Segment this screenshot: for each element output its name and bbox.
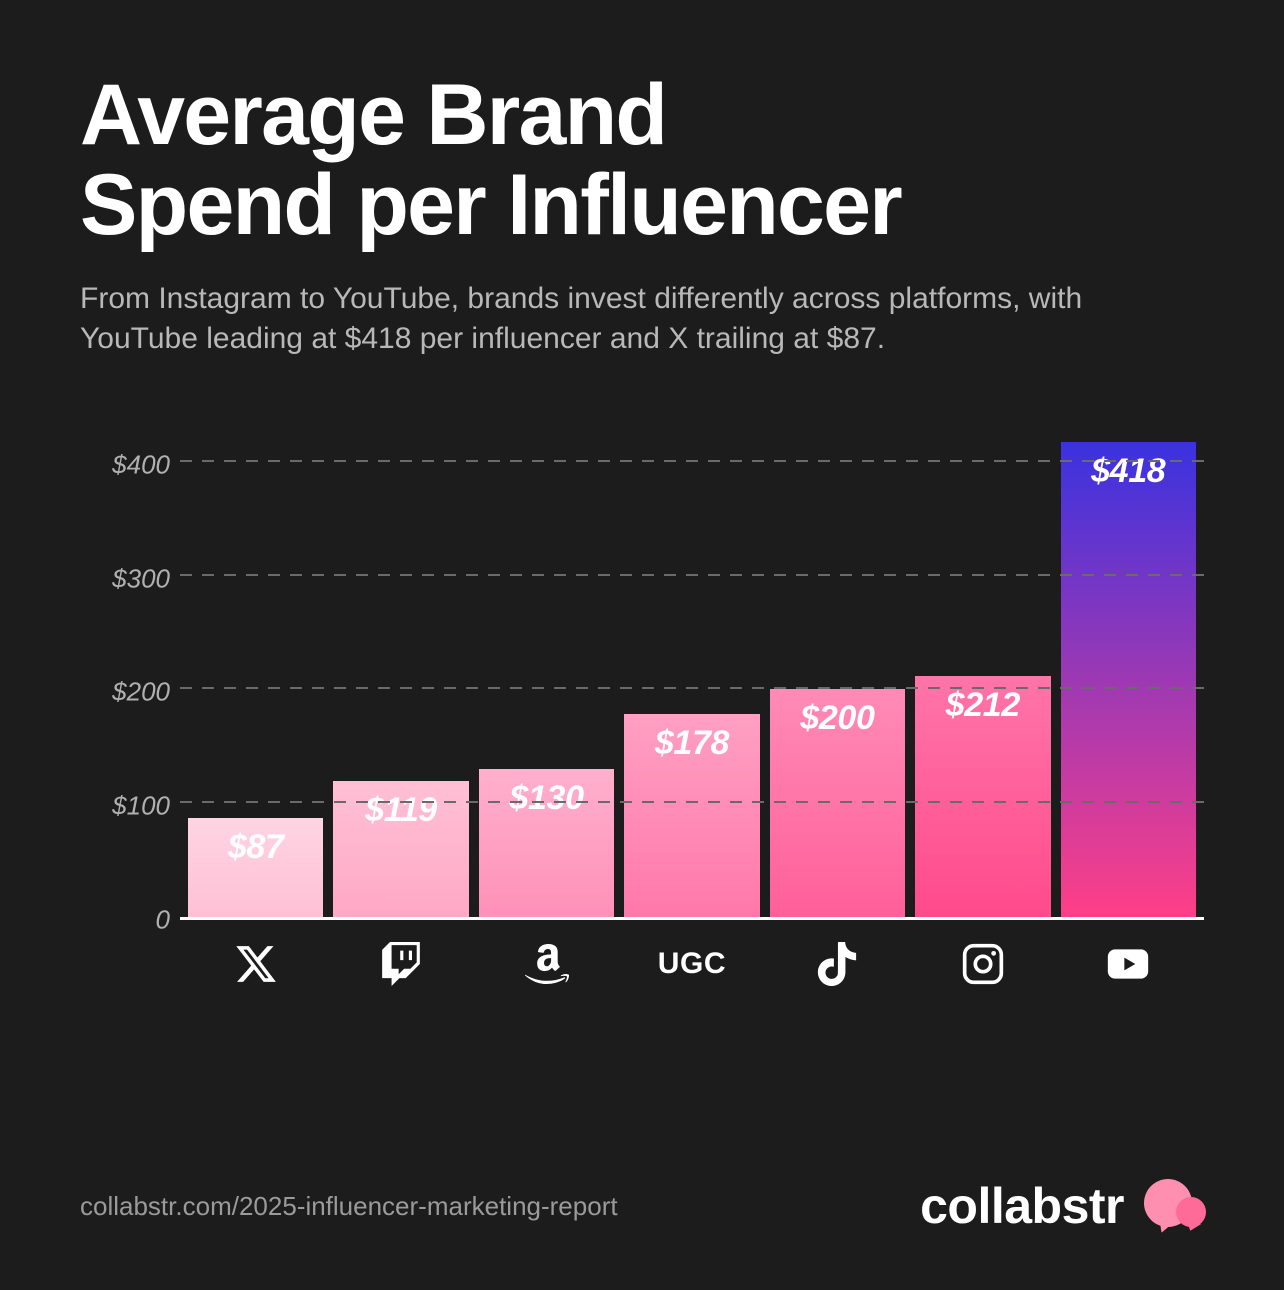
bar-x: $87 bbox=[188, 818, 323, 917]
bar-column: $178 bbox=[624, 714, 759, 916]
bar-value-label: $119 bbox=[365, 791, 437, 830]
twitch-icon bbox=[333, 942, 468, 986]
ugc-icon: UGC bbox=[624, 942, 759, 986]
bar-instagram: $212 bbox=[915, 676, 1050, 917]
bar-value-label: $178 bbox=[655, 724, 729, 763]
y-tick-label: $400 bbox=[112, 450, 170, 481]
tiktok-icon bbox=[770, 942, 905, 986]
y-tick-label: $100 bbox=[112, 790, 170, 821]
bar-column: $87 bbox=[188, 818, 323, 917]
y-axis: 0$100$200$300$400 bbox=[80, 420, 180, 920]
brand-logo-icon bbox=[1134, 1179, 1204, 1234]
bar-value-label: $87 bbox=[228, 828, 284, 867]
y-tick-label: $300 bbox=[112, 563, 170, 594]
gridline bbox=[180, 801, 1204, 803]
title-line-2: Spend per Influencer bbox=[80, 157, 901, 253]
amazon-icon bbox=[479, 942, 614, 986]
bar-youtube: $418 bbox=[1061, 442, 1196, 917]
brand: collabstr bbox=[920, 1177, 1204, 1235]
source-url: collabstr.com/2025-influencer-marketing-… bbox=[80, 1191, 618, 1222]
bar-ugc: $178 bbox=[624, 714, 759, 916]
brand-name: collabstr bbox=[920, 1177, 1124, 1235]
y-tick-label: 0 bbox=[156, 904, 170, 935]
chart-title: Average Brand Spend per Influencer bbox=[80, 70, 1204, 251]
bar-value-label: $130 bbox=[509, 779, 583, 818]
footer: collabstr.com/2025-influencer-marketing-… bbox=[80, 1177, 1204, 1235]
title-line-1: Average Brand bbox=[80, 67, 666, 163]
plot-area: $87 $119 $130 $178 $200 $212 $418 bbox=[180, 420, 1204, 920]
y-tick-label: $200 bbox=[112, 677, 170, 708]
youtube-icon bbox=[1061, 942, 1196, 986]
instagram-icon bbox=[915, 942, 1050, 986]
bars-container: $87 $119 $130 $178 $200 $212 $418 bbox=[180, 420, 1204, 917]
gridline bbox=[180, 687, 1204, 689]
bar-value-label: $212 bbox=[946, 686, 1020, 725]
chart-subtitle: From Instagram to YouTube, brands invest… bbox=[80, 279, 1204, 360]
bar-chart: 0 $100 $200 $300 $400 $87 $119 $130 $178 $200 $21… bbox=[80, 420, 1204, 986]
bar-value-label: $200 bbox=[800, 699, 874, 738]
x-icon bbox=[188, 942, 323, 986]
bar-column: $130 bbox=[479, 769, 614, 917]
bar-value-label: $418 bbox=[1091, 452, 1165, 491]
bar-column: $418 bbox=[1061, 442, 1196, 917]
gridline bbox=[180, 574, 1204, 576]
bar-amazon: $130 bbox=[479, 769, 614, 917]
x-axis: UGC bbox=[180, 942, 1204, 986]
bar-column: $212 bbox=[915, 676, 1050, 917]
gridline bbox=[180, 460, 1204, 462]
